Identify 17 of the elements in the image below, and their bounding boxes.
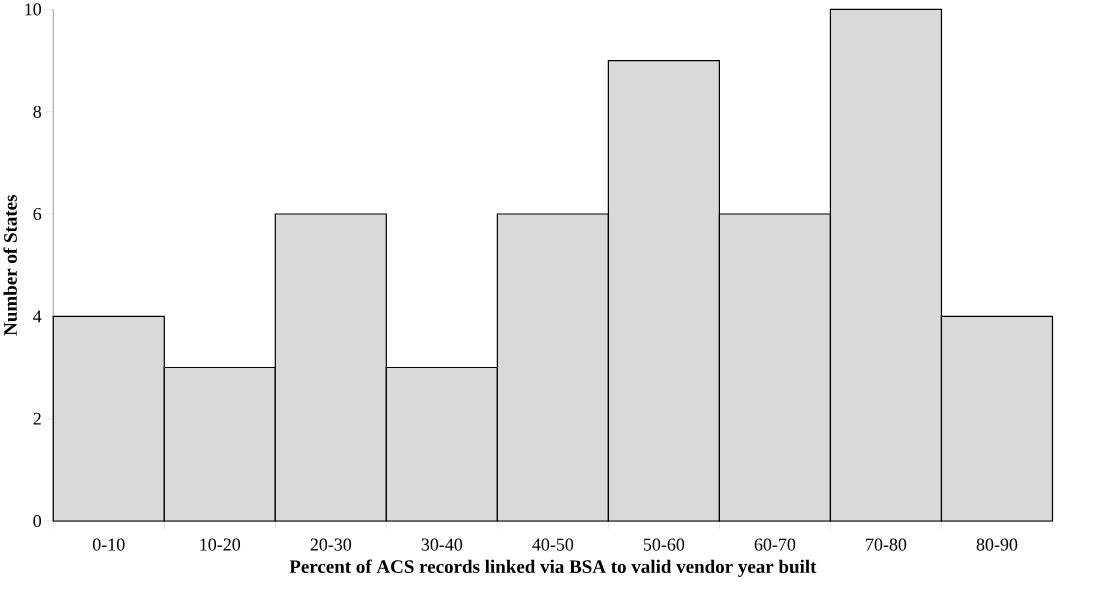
x-tick-label: 40-50 xyxy=(532,538,574,551)
y-tick-label: 8 xyxy=(33,105,42,118)
x-tick-label: 0-10 xyxy=(92,538,125,551)
x-tick-label: 10-20 xyxy=(200,538,241,551)
y-axis-title: Number of States xyxy=(3,195,17,336)
x-tick-label: 70-80 xyxy=(866,538,907,551)
y-tick-label: 10 xyxy=(25,3,42,16)
y-tick-label: 6 xyxy=(33,208,42,221)
x-tick-label: 30-40 xyxy=(421,538,463,551)
y-tick-label: 2 xyxy=(33,412,41,425)
x-tick-label: 60-70 xyxy=(754,538,796,551)
y-tick-label: 4 xyxy=(33,310,42,323)
y-tick-label: 0 xyxy=(33,514,42,528)
x-axis-title: Percent of ACS records linked via BSA to valid vendor year built xyxy=(289,559,817,577)
x-tick-label: 20-30 xyxy=(310,538,352,551)
x-tick-label: 50-60 xyxy=(643,538,685,551)
x-tick-label: 80-90 xyxy=(976,538,1018,551)
